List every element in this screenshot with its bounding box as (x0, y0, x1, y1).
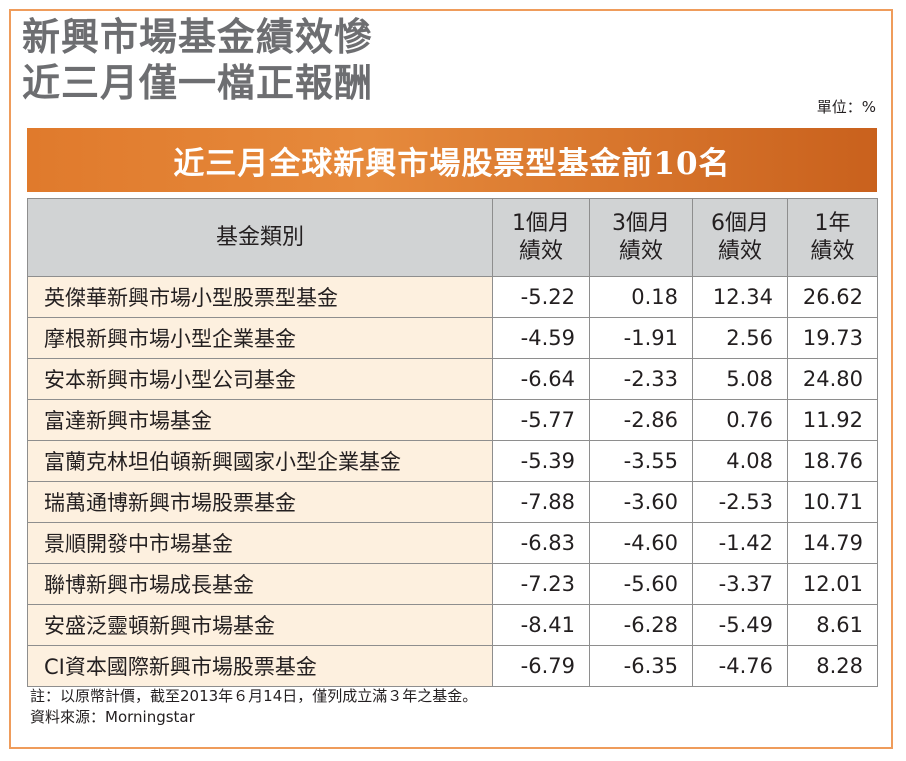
return-1-month-cell: -7.23 (492, 563, 590, 605)
fund-name-cell: 摩根新興市場小型企業基金 (27, 317, 493, 359)
table-row: 英傑華新興市場小型股票型基金 -5.22 0.18 12.34 26.62 (27, 276, 878, 318)
header-3-month-line-1: 3個月 (612, 210, 670, 236)
table-row: 摩根新興市場小型企業基金 -4.59 -1.91 2.56 19.73 (27, 317, 878, 359)
headline-line-1: 新興市場基金績效慘 (22, 14, 374, 59)
return-6-month-cell: 4.08 (692, 440, 788, 482)
fund-name-cell: 英傑華新興市場小型股票型基金 (27, 276, 493, 318)
fund-name-cell: 聯博新興市場成長基金 (27, 563, 493, 605)
return-1-year-cell: 8.28 (787, 645, 878, 687)
table-row: CI資本國際新興市場股票基金 -6.79 -6.35 -4.76 8.28 (27, 645, 878, 687)
table-header-row: 基金類別 1個月 績效 3個月 績效 6個月 績效 1年 績效 (27, 198, 878, 277)
return-1-month-cell: -4.59 (492, 317, 590, 359)
return-1-month-cell: -5.39 (492, 440, 590, 482)
return-3-month-cell: -6.28 (589, 604, 693, 646)
header-6-month-line-1: 6個月 (711, 210, 769, 236)
table-row: 瑞萬通博新興市場股票基金 -7.88 -3.60 -2.53 10.71 (27, 481, 878, 523)
fund-name-cell: 富蘭克林坦伯頓新興國家小型企業基金 (27, 440, 493, 482)
return-6-month-cell: -5.49 (692, 604, 788, 646)
return-1-year-cell: 8.61 (787, 604, 878, 646)
return-6-month-cell: -4.76 (692, 645, 788, 687)
return-3-month-cell: -3.55 (589, 440, 693, 482)
fund-name-cell: 安本新興市場小型公司基金 (27, 358, 493, 400)
footnote-source: 資料來源：Morningstar (30, 708, 195, 726)
fund-performance-table: 基金類別 1個月 績效 3個月 績效 6個月 績效 1年 績效 英傑華新興市場小… (27, 198, 878, 687)
return-3-month-cell: -1.91 (589, 317, 693, 359)
table-row: 安本新興市場小型公司基金 -6.64 -2.33 5.08 24.80 (27, 358, 878, 400)
return-1-year-cell: 12.01 (787, 563, 878, 605)
return-1-year-cell: 24.80 (787, 358, 878, 400)
table-row: 景順開發中市場基金 -6.83 -4.60 -1.42 14.79 (27, 522, 878, 564)
fund-name-cell: 富達新興市場基金 (27, 399, 493, 441)
return-6-month-cell: -3.37 (692, 563, 788, 605)
return-1-month-cell: -5.77 (492, 399, 590, 441)
return-1-month-cell: -6.64 (492, 358, 590, 400)
return-1-year-cell: 10.71 (787, 481, 878, 523)
header-1-year-line-2: 績效 (810, 238, 855, 264)
return-3-month-cell: -4.60 (589, 522, 693, 564)
return-3-month-cell: -2.86 (589, 399, 693, 441)
header-1-month: 1個月 績效 (492, 198, 590, 277)
return-1-year-cell: 11.92 (787, 399, 878, 441)
return-3-month-cell: -6.35 (589, 645, 693, 687)
return-6-month-cell: 0.76 (692, 399, 788, 441)
return-1-year-cell: 19.73 (787, 317, 878, 359)
fund-name-cell: 瑞萬通博新興市場股票基金 (27, 481, 493, 523)
return-1-month-cell: -7.88 (492, 481, 590, 523)
footnotes: 註：以原幣計價，截至2013年６月14日，僅列成立滿３年之基金。 資料來源：Mo… (30, 686, 477, 728)
header-1-month-line-2: 績效 (518, 238, 563, 264)
return-1-year-cell: 26.62 (787, 276, 878, 318)
return-1-month-cell: -8.41 (492, 604, 590, 646)
table-title-banner: 近三月全球新興市場股票型基金前10名 (27, 128, 877, 192)
header-1-year: 1年 績效 (787, 198, 878, 277)
return-1-month-cell: -6.79 (492, 645, 590, 687)
return-1-year-cell: 14.79 (787, 522, 878, 564)
return-3-month-cell: 0.18 (589, 276, 693, 318)
return-3-month-cell: -3.60 (589, 481, 693, 523)
fund-name-cell: CI資本國際新興市場股票基金 (27, 645, 493, 687)
header-1-year-line-1: 1年 (814, 210, 851, 236)
footnote-note: 註：以原幣計價，截至2013年６月14日，僅列成立滿３年之基金。 (30, 687, 478, 705)
table-row: 富達新興市場基金 -5.77 -2.86 0.76 11.92 (27, 399, 878, 441)
table-row: 富蘭克林坦伯頓新興國家小型企業基金 -5.39 -3.55 4.08 18.76 (27, 440, 878, 482)
return-3-month-cell: -2.33 (589, 358, 693, 400)
header-3-month-line-2: 績效 (618, 238, 663, 264)
return-6-month-cell: -2.53 (692, 481, 788, 523)
return-1-month-cell: -6.83 (492, 522, 590, 564)
fund-name-cell: 景順開發中市場基金 (27, 522, 493, 564)
return-1-month-cell: -5.22 (492, 276, 590, 318)
return-6-month-cell: 2.56 (692, 317, 788, 359)
header-6-month: 6個月 績效 (692, 198, 788, 277)
return-6-month-cell: -1.42 (692, 522, 788, 564)
fund-name-cell: 安盛泛靈頓新興市場基金 (27, 604, 493, 646)
table-row: 聯博新興市場成長基金 -7.23 -5.60 -3.37 12.01 (27, 563, 878, 605)
headline: 新興市場基金績效慘 近三月僅一檔正報酬 (22, 14, 373, 106)
header-1-month-line-1: 1個月 (512, 210, 570, 236)
return-3-month-cell: -5.60 (589, 563, 693, 605)
header-6-month-line-2: 績效 (717, 238, 762, 264)
header-3-month: 3個月 績效 (589, 198, 693, 277)
header-fund-category: 基金類別 (27, 198, 493, 277)
return-6-month-cell: 12.34 (692, 276, 788, 318)
table-row: 安盛泛靈頓新興市場基金 -8.41 -6.28 -5.49 8.61 (27, 604, 878, 646)
headline-line-2: 近三月僅一檔正報酬 (22, 60, 374, 105)
return-6-month-cell: 5.08 (692, 358, 788, 400)
unit-label: 單位：% (816, 98, 876, 116)
return-1-year-cell: 18.76 (787, 440, 878, 482)
